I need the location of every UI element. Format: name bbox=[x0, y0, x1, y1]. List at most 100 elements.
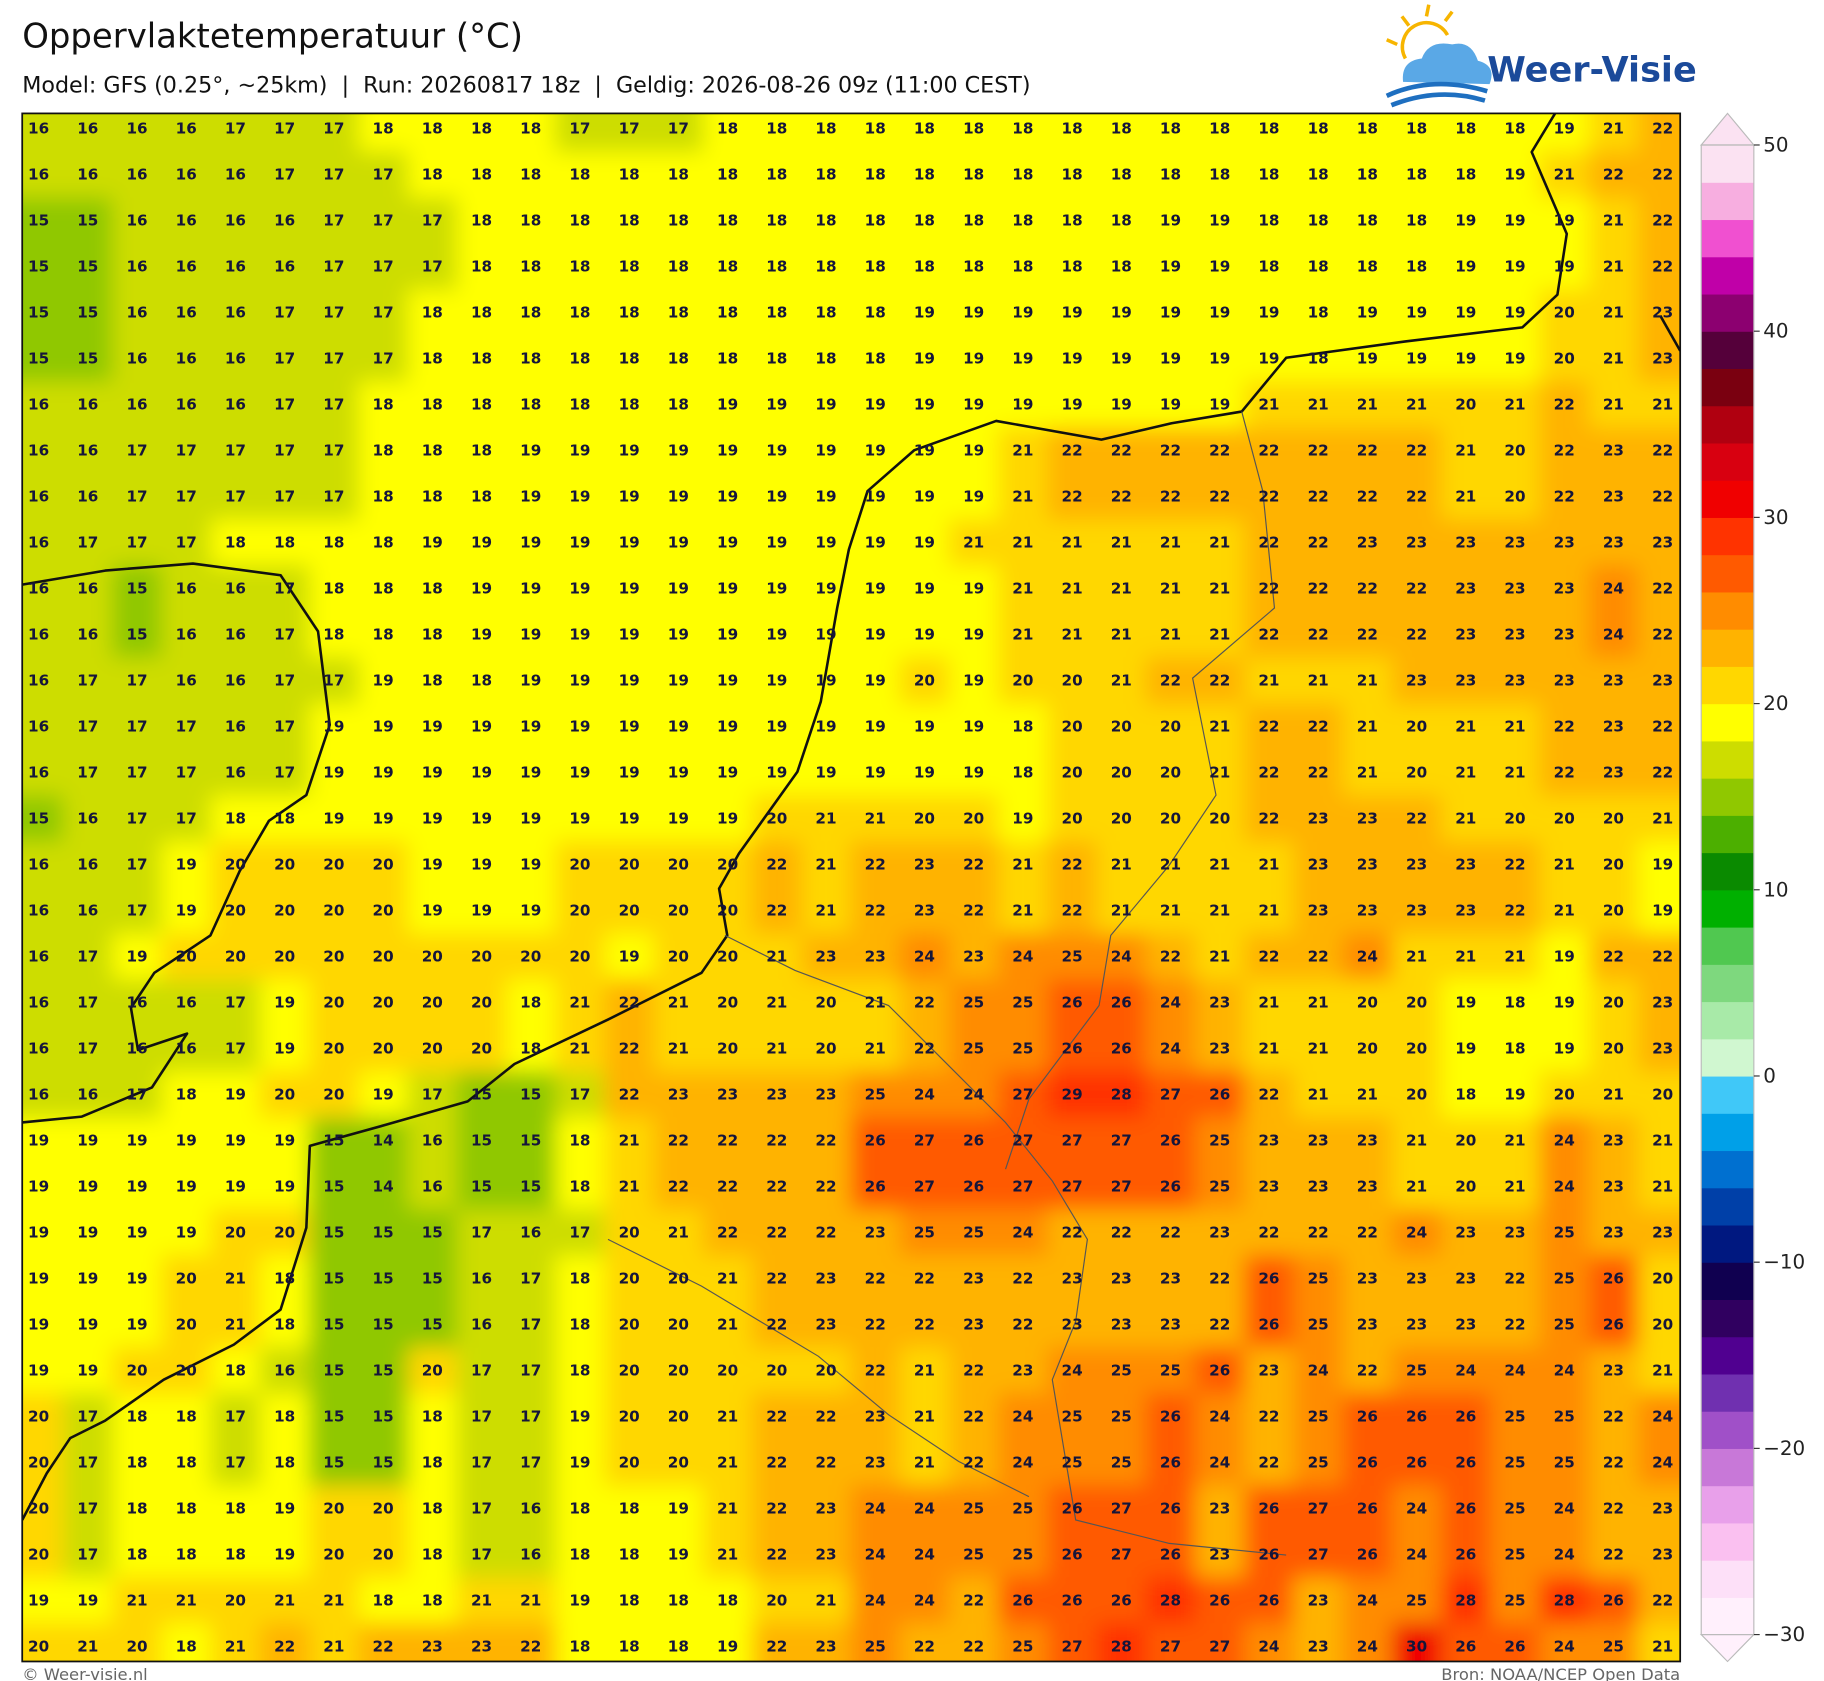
field-cell bbox=[604, 933, 655, 981]
field-cell bbox=[1096, 565, 1148, 613]
field-cell bbox=[653, 841, 705, 889]
field-cell bbox=[1539, 289, 1590, 337]
field-cell bbox=[1195, 519, 1246, 567]
field-cell bbox=[899, 1347, 951, 1395]
field-cell bbox=[309, 1025, 360, 1073]
value-label: 18 bbox=[619, 166, 640, 184]
value-label: 26 bbox=[1455, 1637, 1476, 1655]
value-label: 24 bbox=[1258, 1637, 1279, 1655]
value-label: 16 bbox=[471, 1269, 492, 1287]
value-label: 21 bbox=[963, 534, 984, 552]
value-label: 21 bbox=[1357, 671, 1378, 689]
field-cell bbox=[1342, 1301, 1394, 1349]
value-label: 18 bbox=[717, 350, 738, 368]
value-label: 15 bbox=[471, 1131, 492, 1149]
field-cell bbox=[1195, 427, 1246, 475]
value-label: 22 bbox=[1258, 626, 1279, 644]
value-label: 20 bbox=[1160, 809, 1181, 827]
field-cell bbox=[1539, 1117, 1590, 1165]
value-label: 16 bbox=[225, 671, 246, 689]
field-cell bbox=[506, 841, 557, 889]
value-label: 20 bbox=[569, 855, 590, 873]
field-cell bbox=[210, 519, 262, 567]
field-cell bbox=[1195, 1117, 1246, 1165]
value-label: 18 bbox=[815, 258, 836, 276]
value-label: 21 bbox=[717, 1545, 738, 1563]
value-label: 19 bbox=[963, 304, 984, 322]
field-cell bbox=[1195, 1485, 1246, 1533]
value-label: 30 bbox=[1406, 1637, 1427, 1655]
value-label: 22 bbox=[1308, 763, 1329, 781]
field-cell bbox=[949, 1255, 1000, 1303]
field-cell bbox=[998, 519, 1049, 567]
value-label: 19 bbox=[619, 488, 640, 506]
field-cell bbox=[949, 1163, 1000, 1211]
value-label: 18 bbox=[422, 396, 443, 414]
field-cell bbox=[1244, 1301, 1295, 1349]
value-label: 22 bbox=[1603, 166, 1624, 184]
field-cell bbox=[1096, 1439, 1148, 1487]
field-cell bbox=[752, 749, 803, 797]
value-label: 17 bbox=[77, 717, 98, 735]
field-cell bbox=[1047, 841, 1098, 889]
value-label: 24 bbox=[1603, 580, 1624, 598]
field-cell bbox=[998, 1347, 1049, 1395]
field-cell bbox=[22, 519, 65, 567]
field-cell bbox=[1588, 657, 1640, 705]
field-cell bbox=[1391, 1025, 1443, 1073]
value-label: 18 bbox=[1308, 350, 1329, 368]
field-cell bbox=[260, 1163, 311, 1211]
value-label: 18 bbox=[1357, 258, 1378, 276]
value-label: 21 bbox=[1160, 855, 1181, 873]
value-label: 22 bbox=[815, 1407, 836, 1425]
field-cell bbox=[949, 289, 1000, 337]
value-label: 21 bbox=[1209, 580, 1230, 598]
value-label: 21 bbox=[865, 993, 886, 1011]
field-cell bbox=[801, 243, 852, 291]
value-label: 22 bbox=[1012, 1315, 1033, 1333]
field-cell bbox=[653, 565, 705, 613]
field-cell bbox=[112, 289, 163, 337]
value-label: 23 bbox=[1652, 1545, 1673, 1563]
value-label: 19 bbox=[126, 947, 147, 965]
value-label: 25 bbox=[1012, 1039, 1033, 1057]
value-label: 21 bbox=[1111, 626, 1132, 644]
value-label: 21 bbox=[914, 1453, 935, 1471]
value-label: 20 bbox=[619, 1407, 640, 1425]
colorbar-segment bbox=[1701, 1224, 1754, 1263]
value-label: 26 bbox=[1455, 1499, 1476, 1517]
value-label: 21 bbox=[815, 901, 836, 919]
field-cell bbox=[1244, 1531, 1295, 1579]
value-label: 23 bbox=[1603, 671, 1624, 689]
value-label: 21 bbox=[1504, 396, 1525, 414]
value-label: 23 bbox=[1357, 809, 1378, 827]
value-label: 22 bbox=[1062, 1223, 1083, 1241]
value-label: 20 bbox=[1603, 993, 1624, 1011]
value-label: 18 bbox=[815, 304, 836, 322]
field-cell bbox=[1244, 1485, 1295, 1533]
value-label: 19 bbox=[619, 442, 640, 460]
value-label: 20 bbox=[1603, 1039, 1624, 1057]
field-cell bbox=[1047, 1485, 1098, 1533]
value-label: 19 bbox=[1504, 258, 1525, 276]
logo: Weer-Visie bbox=[1385, 4, 1697, 108]
value-label: 23 bbox=[1308, 809, 1329, 827]
value-label: 19 bbox=[77, 1223, 98, 1241]
value-label: 19 bbox=[274, 1177, 295, 1195]
field-cell bbox=[1539, 1393, 1590, 1441]
field-cell bbox=[358, 1025, 409, 1073]
value-label: 18 bbox=[717, 1591, 738, 1609]
field-cell bbox=[1588, 1577, 1640, 1625]
field-cell bbox=[1588, 1531, 1640, 1579]
field-cell bbox=[1195, 381, 1246, 429]
field-cell bbox=[1342, 933, 1394, 981]
value-label: 25 bbox=[1209, 1131, 1230, 1149]
value-label: 19 bbox=[28, 1591, 49, 1609]
field-cell bbox=[604, 1485, 655, 1533]
field-cell bbox=[604, 1255, 655, 1303]
value-label: 21 bbox=[1603, 350, 1624, 368]
field-cell bbox=[653, 1577, 705, 1625]
field-cell bbox=[309, 1071, 360, 1119]
value-label: 21 bbox=[569, 1039, 590, 1057]
value-label: 22 bbox=[865, 1315, 886, 1333]
